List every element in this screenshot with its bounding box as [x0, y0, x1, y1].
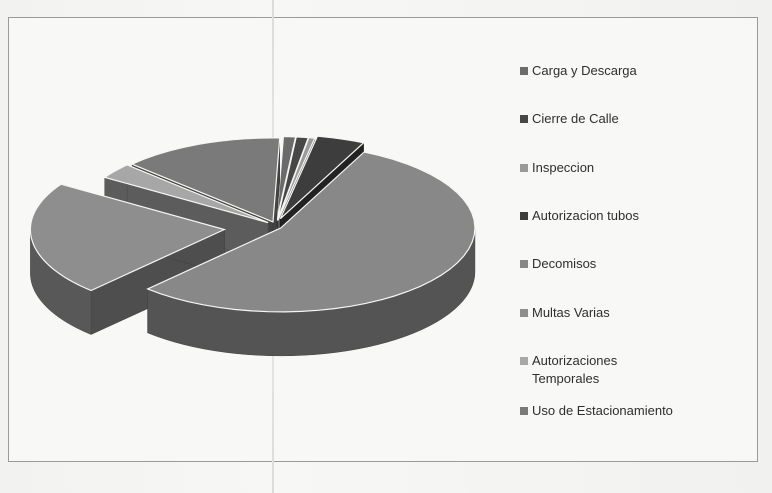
- pie-slice: [29, 183, 227, 335]
- legend-item: Cierre de Calle: [520, 110, 619, 128]
- legend-item: Inspeccion: [520, 159, 594, 177]
- legend-item: Multas Varias: [520, 304, 610, 322]
- pie-slice-top: [146, 151, 476, 313]
- legend-label: Decomisos: [532, 256, 597, 271]
- legend-swatch: [520, 357, 528, 365]
- legend-item: Uso de Estacionamiento: [520, 402, 673, 420]
- legend-swatch: [520, 164, 528, 172]
- pie-slice-top: [130, 137, 281, 223]
- pie-slice-top: [276, 135, 297, 221]
- legend-swatch: [520, 115, 528, 123]
- legend-label: Carga y Descarga: [532, 63, 637, 78]
- legend-label: Uso de Estacionamiento: [532, 403, 673, 418]
- pie-slice-top: [277, 137, 316, 221]
- legend-item: Autorizaciones Temporales: [520, 352, 617, 388]
- pie-slice-top: [279, 135, 365, 220]
- pie-slice: [146, 151, 476, 357]
- legend-swatch: [520, 260, 528, 268]
- legend-item: Decomisos: [520, 255, 596, 273]
- legend-swatch: [520, 67, 528, 75]
- legend-label: Autorizaciones Temporales: [532, 353, 618, 386]
- legend-swatch: [520, 309, 528, 317]
- legend-swatch: [520, 212, 528, 220]
- legend-label: Cierre de Calle: [532, 111, 619, 126]
- pie-slice-top: [103, 164, 269, 224]
- legend-label: Inspeccion: [532, 160, 595, 175]
- legend-label: Autorizacion tubos: [532, 208, 639, 223]
- legend-swatch: [520, 407, 528, 415]
- pie-slice-top: [29, 183, 227, 292]
- legend-item: Carga y Descarga: [520, 62, 637, 80]
- legend-label: Multas Varias: [532, 305, 610, 320]
- legend-item: Autorizacion tubos: [520, 207, 639, 225]
